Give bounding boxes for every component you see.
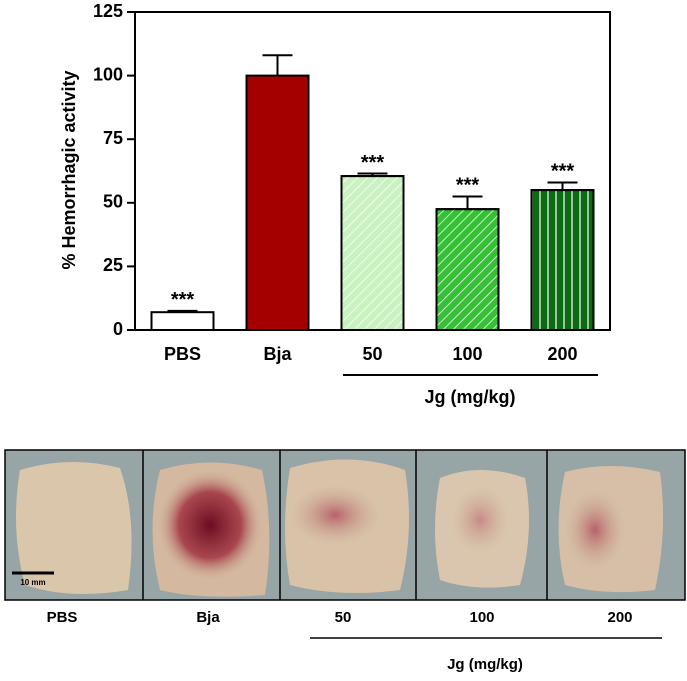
significance-label: ***: [551, 161, 575, 183]
hemorrhage: [565, 490, 625, 570]
plot-frame: [134, 11, 611, 331]
chart: % Hemorrhagic activity Jg (mg/kg) 0 25 50 7…: [59, 1, 611, 407]
photo-panel: 10 mm PBS Bja 50 100 200 Jg (mg/kg): [4, 449, 686, 673]
y-axis-label: % Hemorrhagic activity: [59, 70, 79, 269]
scale-bar-label: 10 mm: [20, 578, 45, 587]
photo-label: 50: [335, 609, 352, 626]
y-tick-label: 25: [103, 255, 123, 275]
x-tick-label: Bja: [263, 344, 292, 364]
photo-border: [4, 449, 686, 601]
significance-label: ***: [361, 152, 385, 174]
x-tick-label: 200: [547, 344, 577, 364]
bar-hatch: [435, 208, 500, 331]
x-tick-label: 50: [362, 344, 382, 364]
bar: [150, 311, 215, 331]
photo-label: 200: [607, 609, 632, 626]
y-tick-label: 100: [93, 64, 123, 84]
y-tick-label: 50: [103, 192, 123, 212]
x-tick-label: 100: [452, 344, 482, 364]
bar-hatch: [530, 189, 595, 331]
y-tick-label: 125: [93, 1, 123, 21]
photo-label: Bja: [196, 609, 220, 626]
tissue: [16, 461, 132, 594]
y-tick-label: 75: [103, 128, 123, 148]
hemorrhage: [450, 485, 510, 555]
bar: [245, 74, 310, 331]
y-tick-label: 0: [113, 319, 123, 339]
photo-label: PBS: [47, 609, 78, 626]
bar-hatch: [340, 175, 405, 331]
group-label: Jg (mg/kg): [424, 387, 515, 407]
x-tick-label: PBS: [164, 344, 201, 364]
photo-group-label: Jg (mg/kg): [447, 656, 523, 673]
photo-label: 100: [469, 609, 494, 626]
significance-label: ***: [456, 175, 480, 197]
hemorrhage: [158, 470, 262, 580]
hemorrhage: [290, 485, 380, 545]
significance-label: ***: [171, 289, 195, 311]
